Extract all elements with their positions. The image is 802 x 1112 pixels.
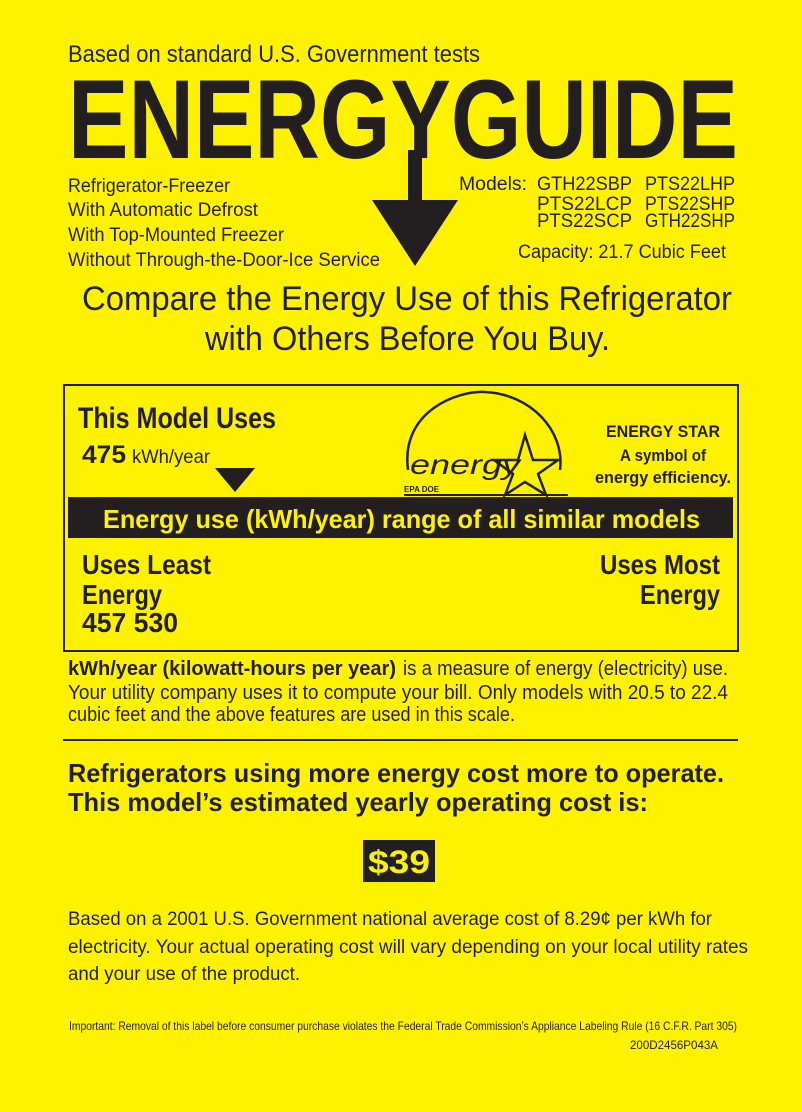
product-features: Refrigerator-Freezer With Automatic Defr… <box>68 176 380 271</box>
yearly-cost: $39 <box>368 844 430 880</box>
capacity: Capacity: 21.7 Cubic Feet <box>518 242 727 263</box>
energyguide-title: ENERGYGUIDE <box>68 57 738 182</box>
legal-notice: Important: Removal of this label before … <box>69 1019 737 1033</box>
energy-star-title: ENERGY STAR <box>606 422 720 441</box>
svg-text:energy: energy <box>410 449 523 480</box>
cost-note: Based on a 2001 U.S. Government national… <box>68 909 713 930</box>
models-label: Models: <box>459 174 527 195</box>
label-code: 200D2456P043A <box>630 1038 718 1052</box>
range-values: 457 530 <box>82 607 178 638</box>
compare-line-1: Compare the Energy Use of this Refrigera… <box>82 280 732 318</box>
kwh-definition-bold: kWh/year (kilowatt-hours per year) <box>68 658 396 680</box>
usage-marker-icon <box>215 468 255 492</box>
cost-heading-2: This model’s estimated yearly operating … <box>68 787 648 817</box>
feature-item: With Automatic Defrost <box>68 200 259 221</box>
model-number: PTS22LHP <box>645 174 735 195</box>
cost-heading-1: Refrigerators using more energy cost mor… <box>68 758 724 788</box>
kwh-definition: cubic feet and the above features are us… <box>68 704 515 726</box>
annual-usage-value: 475 <box>82 441 126 469</box>
svg-text:EPA DOE: EPA DOE <box>404 485 440 494</box>
kwh-explanation: kWh/year (kilowatt-hours per year) is a … <box>68 658 728 726</box>
models-list: Models: GTH22SBP PTS22LHP PTS22LCP PTS22… <box>459 174 735 232</box>
compare-line-2: with Others Before You Buy. <box>204 320 610 358</box>
feature-item: Without Through-the-Door-Ice Service <box>68 250 380 271</box>
cost-note: electricity. Your actual operating cost … <box>68 937 748 958</box>
range-bar <box>68 497 733 538</box>
cost-note: and your use of the product. <box>68 964 300 985</box>
energy-star-logo-icon: energy EPA DOE <box>404 390 568 499</box>
kwh-definition: Your utility company uses it to compute … <box>68 682 728 704</box>
model-number: PTS22SHP <box>645 194 735 215</box>
energy-star-text: energy efficiency. <box>595 468 731 487</box>
model-number: PTS22LCP <box>537 194 632 215</box>
uses-most-label: Energy <box>640 579 720 610</box>
model-number: PTS22SCP <box>537 211 632 232</box>
energy-star-text: A symbol of <box>620 446 706 465</box>
kwh-definition: is a measure of energy (electricity) use… <box>403 658 728 680</box>
annual-usage-unit: kWh/year <box>132 447 211 468</box>
model-number: GTH22SHP <box>645 211 735 232</box>
tests-note: Based on standard U.S. Government tests <box>68 41 480 68</box>
usage-box: This Model Uses 475 kWh/year energy EPA … <box>63 384 739 652</box>
uses-most-label: Uses Most <box>600 549 720 580</box>
feature-item: With Top-Mounted Freezer <box>68 225 285 246</box>
feature-item: Refrigerator-Freezer <box>68 176 231 197</box>
range-bar-label: Energy use (kWh/year) range of all simil… <box>103 504 700 534</box>
this-model-uses-heading: This Model Uses <box>78 402 276 435</box>
cost-box <box>363 840 435 882</box>
uses-least-label: Energy <box>82 579 162 610</box>
uses-least-label: Uses Least <box>82 549 211 580</box>
down-arrow-icon <box>372 150 458 266</box>
model-number: GTH22SBP <box>537 174 632 195</box>
